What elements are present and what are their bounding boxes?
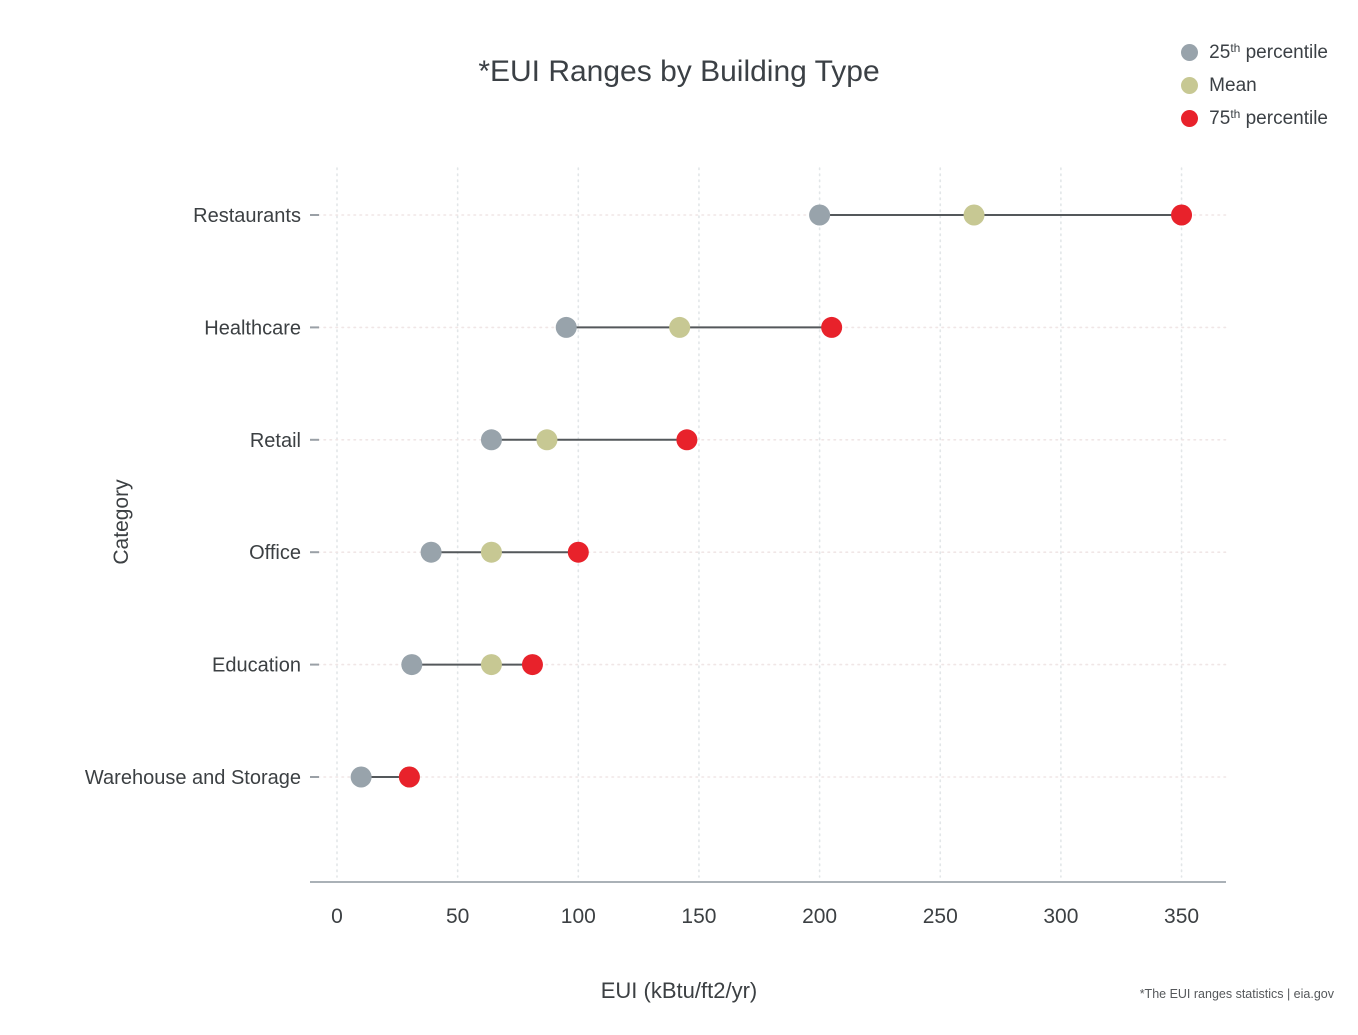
legend-dot-p75-icon <box>1181 110 1199 127</box>
dot-p75 <box>1171 204 1193 226</box>
legend-label-mean: Mean <box>1209 75 1257 96</box>
x-tick-label: 50 <box>446 905 469 928</box>
legend-item-mean: Mean <box>1181 74 1328 97</box>
dot-p75 <box>567 541 589 563</box>
dot-mean <box>536 429 558 451</box>
dot-p75 <box>676 429 698 451</box>
category-label: Office <box>249 542 301 564</box>
legend-dot-mean-icon <box>1181 77 1199 94</box>
category-label: Education <box>212 655 301 677</box>
category-label: Retail <box>250 430 301 452</box>
dot-p25 <box>350 766 372 788</box>
chart-title: *EUI Ranges by Building Type <box>478 55 880 88</box>
x-tick-label: 0 <box>331 905 343 928</box>
category-label: Healthcare <box>204 317 301 339</box>
x-tick-label: 100 <box>561 905 596 928</box>
legend-dot-p25-icon <box>1181 44 1199 61</box>
dot-p75 <box>821 316 843 338</box>
dot-p25 <box>420 541 442 563</box>
dot-p25 <box>480 429 502 451</box>
dot-mean <box>669 316 691 338</box>
dot-p75 <box>521 654 543 676</box>
dot-mean <box>480 654 502 676</box>
x-axis-title: EUI (kBtu/ft2/yr) <box>600 978 758 1003</box>
legend-label-p75: 75th percentile <box>1209 107 1328 129</box>
category-label: Warehouse and Storage <box>85 767 301 789</box>
x-tick-label: 300 <box>1043 905 1078 928</box>
footnote: *The EUI ranges statistics | eia.gov <box>1139 987 1334 1001</box>
x-tick-label: 350 <box>1164 905 1199 928</box>
legend-item-p25: 25th percentile <box>1181 41 1328 64</box>
dot-mean <box>480 541 502 563</box>
dot-p25 <box>809 204 831 226</box>
legend-label-p25: 25th percentile <box>1209 41 1328 63</box>
dot-p25 <box>555 316 577 338</box>
dot-p75 <box>398 766 420 788</box>
x-tick-label: 150 <box>681 905 716 928</box>
legend-item-p75: 75th percentile <box>1181 107 1328 130</box>
x-tick-label: 200 <box>802 905 837 928</box>
dot-p25 <box>401 654 423 676</box>
y-axis-title: Category <box>110 479 133 565</box>
x-tick-label: 250 <box>923 905 958 928</box>
legend: 25th percentile Mean 75th percentile <box>1181 41 1328 130</box>
dot-mean <box>963 204 985 226</box>
category-label: Restaurants <box>193 205 301 227</box>
